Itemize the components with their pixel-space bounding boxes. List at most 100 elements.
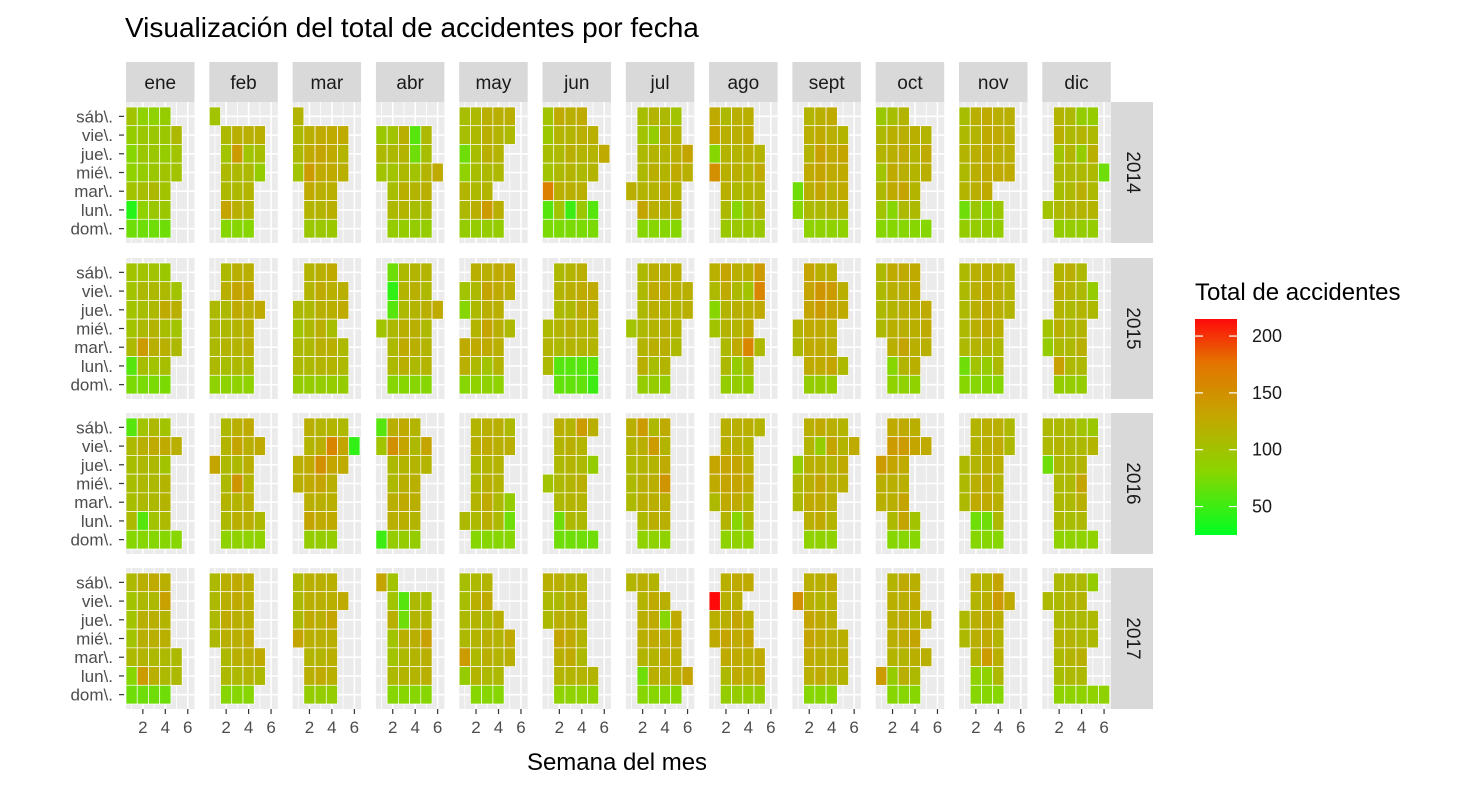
heat-cell	[303, 610, 316, 630]
heat-cell	[325, 628, 338, 649]
heat-cell	[920, 125, 933, 145]
heat-cell	[303, 262, 316, 283]
heat-cell	[242, 591, 255, 611]
heat-cell	[253, 529, 266, 550]
heat-cell	[481, 666, 494, 686]
heat-cell	[1003, 281, 1016, 301]
heat-cell	[1053, 318, 1066, 339]
heat-cell	[159, 417, 172, 438]
month-label: abr	[396, 73, 424, 94]
heat-cell	[208, 628, 221, 649]
heat-cell	[909, 529, 921, 550]
heat-cell	[303, 281, 316, 301]
heat-cell	[992, 417, 1005, 438]
heat-cell	[636, 628, 649, 649]
heat-cell	[492, 492, 505, 512]
heat-cell	[636, 666, 649, 686]
heat-cell	[969, 417, 982, 438]
heat-cell	[1075, 262, 1088, 283]
heat-cell	[731, 181, 744, 201]
x-tick-label: 6	[1099, 718, 1108, 737]
month-label: jun	[563, 73, 589, 94]
heat-cell	[1075, 436, 1088, 456]
heat-cell	[458, 628, 471, 649]
panel-oct-2014	[875, 102, 945, 243]
heat-cell	[470, 162, 483, 183]
heat-cell	[386, 300, 399, 320]
heat-cell	[292, 356, 305, 376]
heat-cell	[981, 144, 994, 164]
heat-cell	[231, 684, 244, 705]
heat-cell	[470, 572, 483, 593]
heat-cell	[803, 529, 816, 550]
heat-cell	[398, 417, 410, 438]
heat-cell	[1041, 436, 1054, 456]
heat-cell	[148, 106, 161, 127]
heat-cell	[875, 318, 888, 339]
heat-cell	[398, 628, 410, 649]
heat-cell	[670, 281, 683, 301]
facet-strip-feb	[209, 62, 278, 102]
x-tick-label: 4	[744, 718, 753, 737]
heat-cell	[992, 455, 1005, 475]
heat-cell	[337, 436, 350, 456]
heat-cell	[659, 374, 672, 395]
heat-cell	[742, 337, 755, 357]
heat-cell	[242, 417, 255, 438]
heat-cell	[231, 218, 244, 239]
heat-cell	[125, 262, 138, 283]
heat-cell	[636, 436, 649, 456]
heat-cell	[625, 181, 638, 201]
heat-cell	[553, 181, 566, 201]
heat-cell	[231, 417, 244, 438]
panel-nov-2016	[958, 413, 1028, 554]
heat-cell	[398, 455, 410, 475]
facet-strip-2016	[1111, 413, 1153, 554]
heat-cell	[314, 300, 327, 320]
heat-cell	[886, 436, 899, 456]
heat-cell	[564, 318, 577, 339]
heat-cell	[553, 436, 566, 456]
heat-cell	[481, 300, 494, 320]
weekday-label: jue\.	[80, 456, 113, 475]
heat-cell	[242, 125, 255, 145]
heat-cell	[636, 162, 649, 183]
heat-cell	[420, 666, 433, 686]
heat-cell	[636, 106, 649, 127]
heat-cell	[886, 125, 899, 145]
heat-cell	[303, 529, 316, 550]
x-tick-label: 2	[971, 718, 980, 737]
heat-cell	[742, 455, 755, 475]
heat-cell	[375, 125, 388, 145]
heat-cell	[1053, 492, 1066, 512]
heat-cell	[803, 356, 816, 376]
heat-cell	[992, 337, 1005, 357]
heat-cell	[969, 281, 982, 301]
heat-cell	[458, 356, 471, 376]
heat-cell	[1003, 162, 1016, 183]
heat-cell	[625, 417, 638, 438]
heat-cell	[587, 666, 599, 686]
heat-cell	[647, 356, 660, 376]
heat-cell	[659, 262, 672, 283]
heat-cell	[314, 200, 327, 220]
heat-cell	[458, 162, 471, 183]
heat-cell	[587, 218, 599, 239]
heat-cell	[337, 125, 350, 145]
heat-cell	[148, 628, 161, 649]
heat-cell	[886, 374, 899, 395]
heat-cell	[1041, 200, 1054, 220]
heat-cell	[564, 125, 577, 145]
heat-cell	[1098, 162, 1111, 183]
heat-cell	[742, 666, 755, 686]
heat-cell	[148, 455, 161, 475]
heat-cell	[231, 666, 244, 686]
heat-cell	[659, 492, 672, 512]
heat-cell	[1086, 162, 1099, 183]
heat-cell	[492, 628, 505, 649]
heat-cell	[625, 572, 638, 593]
heat-cell	[314, 181, 327, 201]
heat-cell	[542, 591, 555, 611]
heat-cell	[1064, 417, 1077, 438]
heat-cell	[958, 218, 971, 239]
